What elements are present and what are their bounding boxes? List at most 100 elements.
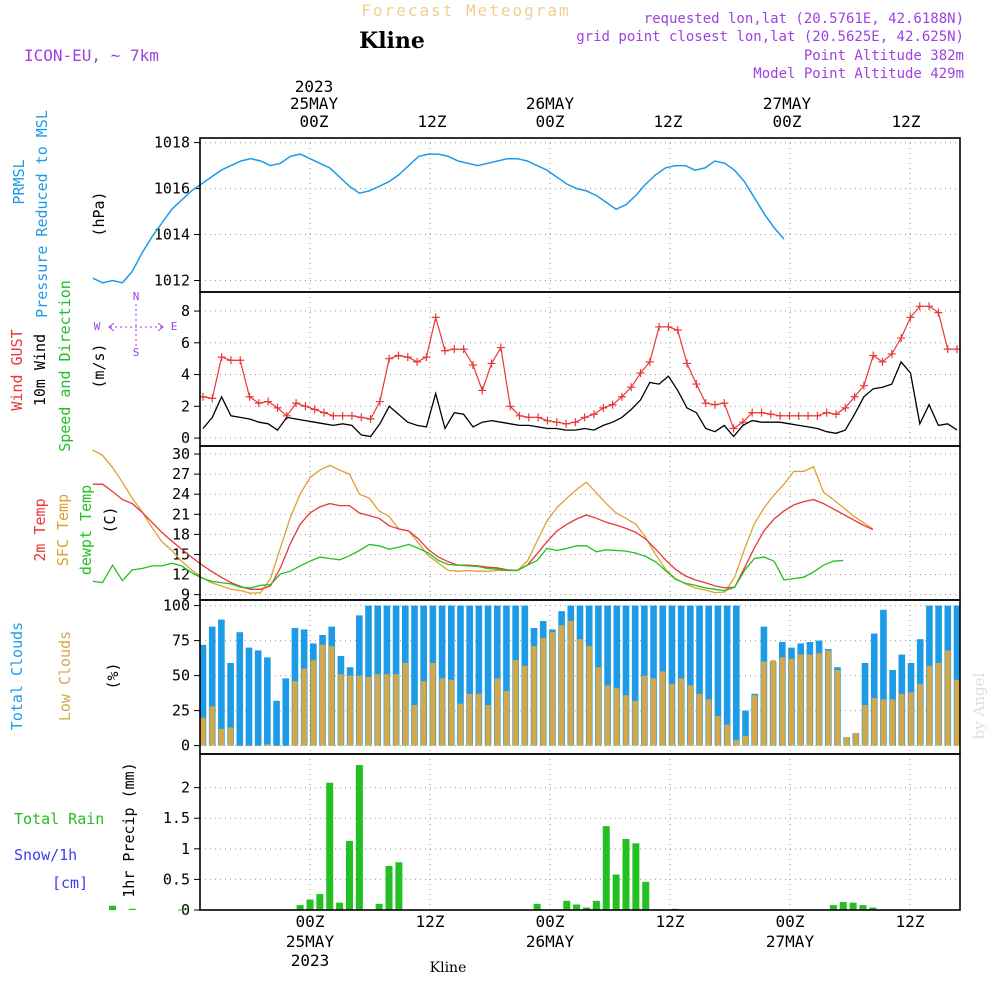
rain-bar <box>839 902 847 910</box>
gust-marker <box>310 405 319 414</box>
snow-label: Snow/1h <box>14 846 77 864</box>
bottom-hour-12z-b: 12Z <box>656 912 685 931</box>
pressure-msl-label: Pressure Reduced to MSL <box>33 110 51 318</box>
gust-marker <box>515 411 524 420</box>
rain-bar <box>316 894 324 910</box>
low-cloud-bar <box>595 667 602 746</box>
ms-unit-label: (m/s) <box>90 343 108 388</box>
low-cloud-bar <box>641 675 648 746</box>
total-cloud-bar <box>218 619 225 746</box>
gust-marker <box>422 353 431 362</box>
gust-marker <box>580 413 589 422</box>
low-cloud-bar <box>522 665 528 746</box>
top-hour-12z-b: 12Z <box>654 112 683 131</box>
low-cloud-bar <box>448 679 454 746</box>
gust-marker <box>813 411 822 420</box>
gust-marker <box>208 394 217 403</box>
rain-bar <box>355 765 363 910</box>
low-cloud-bar <box>687 685 694 746</box>
wind-ytick-label: 8 <box>181 302 190 320</box>
gust-marker <box>459 345 468 354</box>
temp-ytick-label: 15 <box>172 545 190 563</box>
celsius-unit-label: (C) <box>101 506 119 533</box>
temp-panel: 9 12 15 18 21 24 27 30 <box>92 445 960 604</box>
pressure-ytick-label: 1018 <box>154 134 190 152</box>
low-cloud-bar <box>706 699 712 746</box>
low-cloud-bar <box>227 727 234 746</box>
total-cloud-bar <box>503 605 510 746</box>
gust-marker <box>524 413 533 422</box>
low-cloud-bar <box>457 703 464 746</box>
compass-n: N <box>133 290 140 303</box>
total-clouds-label: Total Clouds <box>8 622 26 730</box>
rain-bar <box>583 907 590 910</box>
clouds-panel: 0 25 50 75 100 <box>163 597 961 755</box>
low-cloud-bar <box>264 744 271 746</box>
top-day-25may: 25MAY <box>290 94 339 113</box>
gust-marker <box>710 400 719 409</box>
clouds-ytick-label: 0 <box>181 737 190 755</box>
low-cloud-bar <box>402 663 409 746</box>
wind-gust-label: Wind GUST <box>8 329 26 410</box>
total-cloud-bar <box>447 605 455 746</box>
gust-marker <box>571 418 580 427</box>
low-cloud-bar <box>301 668 307 746</box>
gust-marker <box>831 410 840 419</box>
total-cloud-bar <box>245 647 253 746</box>
low-cloud-bar <box>954 679 960 746</box>
clouds-ytick-label: 50 <box>172 667 190 685</box>
rain-bar <box>375 903 383 910</box>
rain-bar <box>563 900 571 910</box>
low-cloud-bar <box>825 650 831 746</box>
gust-marker <box>878 357 887 366</box>
gust-marker <box>599 403 608 412</box>
rain-bar <box>336 902 344 910</box>
compass-w: W <box>94 320 101 333</box>
low-cloud-bar <box>586 646 592 746</box>
total-cloud-bar <box>953 605 961 746</box>
low-cloud-bar <box>577 639 583 746</box>
gust-marker <box>766 410 775 419</box>
gust-marker <box>729 424 738 433</box>
compass-e: E <box>171 320 178 333</box>
low-cloud-bar <box>384 674 390 746</box>
low-cloud-bar <box>365 677 372 746</box>
low-cloud-bar <box>770 660 776 746</box>
total-cloud-bar <box>264 657 271 746</box>
gust-marker <box>385 354 394 363</box>
low-cloud-bar <box>512 660 519 746</box>
low-cloud-bar <box>678 678 684 746</box>
low-cloud-bar <box>310 660 317 746</box>
gust-marker <box>552 418 561 427</box>
rain-bar <box>326 782 334 910</box>
total-cloud-bar <box>687 605 694 746</box>
wind10m-line <box>202 360 958 438</box>
gust-marker <box>776 411 785 420</box>
gust-marker <box>496 343 505 352</box>
gust-marker <box>887 349 896 358</box>
low-cloud-bar <box>650 678 657 746</box>
gust-marker <box>543 416 552 425</box>
gust-marker <box>506 402 515 411</box>
total-cloud-bar <box>466 605 473 746</box>
gust-marker <box>226 356 235 365</box>
low-cloud-bar <box>733 740 740 746</box>
gust-marker <box>627 383 636 392</box>
low-cloud-bar <box>255 745 261 747</box>
total-cloud-bar <box>733 605 740 746</box>
requested-coords: requested lon,lat (20.5761E, 42.6188N) <box>644 11 964 27</box>
gust-marker <box>645 357 654 366</box>
product-title: Forecast Meteogram <box>361 1 570 20</box>
rain-bar <box>178 909 186 911</box>
gust-marker <box>375 397 384 406</box>
compass-s: S <box>133 346 140 359</box>
gust-marker <box>245 392 254 401</box>
gust-marker <box>347 411 356 420</box>
gust-marker <box>915 302 924 311</box>
bottom-year: 2023 <box>291 951 330 970</box>
low-cloud-bar <box>439 678 445 746</box>
gust-marker <box>655 322 664 331</box>
rain-bar <box>296 905 304 910</box>
total-cloud-bar <box>420 605 427 746</box>
precip-ytick-label: 1 <box>181 840 190 858</box>
